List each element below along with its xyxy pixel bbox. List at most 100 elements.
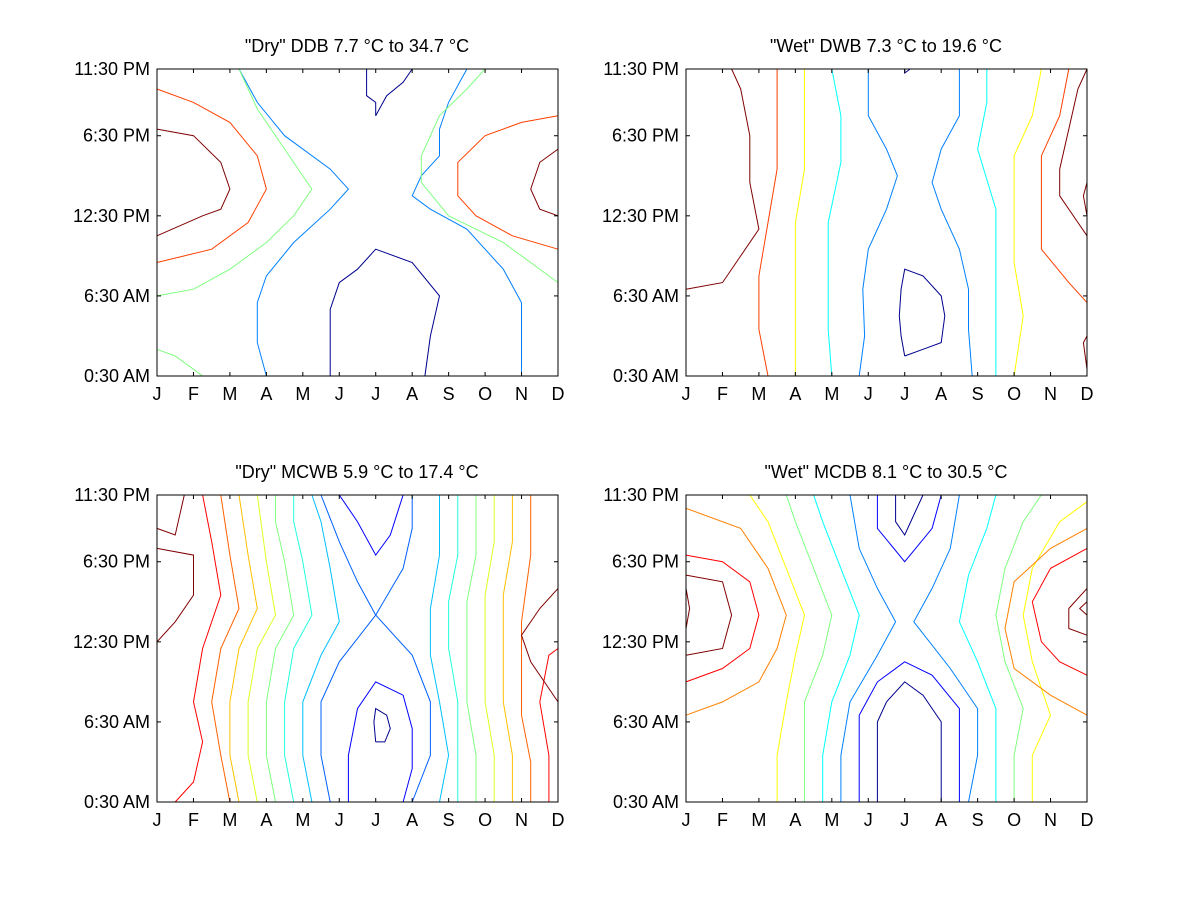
- y-tick-label: 6:30 PM: [612, 126, 679, 146]
- contour-line: [411, 68, 522, 376]
- contour-line: [520, 588, 559, 703]
- x-tick-label: S: [443, 384, 455, 404]
- contour-line: [813, 494, 860, 802]
- x-tick-label: M: [295, 384, 310, 404]
- contour-line: [373, 707, 391, 743]
- contour-line: [913, 494, 979, 803]
- contour-line: [156, 88, 267, 263]
- x-tick-label: D: [552, 810, 565, 830]
- subplot-wet-mcdb-title: "Wet" MCDB 8.1 °C to 30.5 °C: [765, 462, 1008, 482]
- contour-line: [1004, 527, 1088, 716]
- contour-line: [827, 68, 842, 377]
- contour-line: [785, 494, 833, 802]
- y-tick-label: 6:30 AM: [613, 286, 679, 306]
- x-tick-label: M: [222, 810, 237, 830]
- x-tick-label: O: [478, 384, 492, 404]
- contour-line: [1078, 601, 1088, 616]
- contour-line: [347, 681, 413, 803]
- contour-line: [420, 68, 559, 284]
- contour-line: [156, 68, 313, 297]
- contour-line: [1082, 182, 1088, 216]
- contour-line: [320, 494, 377, 803]
- contour-line: [995, 494, 1042, 802]
- x-tick-label: N: [515, 384, 528, 404]
- x-tick-label: J: [682, 384, 691, 404]
- y-tick-label: 6:30 AM: [84, 712, 150, 732]
- contour-line: [794, 69, 805, 376]
- contour-line: [302, 494, 340, 803]
- contour-line: [931, 69, 973, 377]
- contour-line: [284, 495, 313, 803]
- contour-line: [156, 547, 194, 643]
- x-tick-label: N: [1044, 384, 1057, 404]
- y-tick-label: 12:30 PM: [73, 206, 150, 226]
- contour-line: [876, 681, 942, 802]
- contour-line: [876, 494, 942, 563]
- subplot-wet-dwb-contours: [685, 68, 1088, 377]
- subplot-wet-mcdb-contours: [685, 494, 1088, 803]
- x-tick-label: M: [751, 810, 766, 830]
- subplot-wet-mcdb: "Wet" MCDB 8.1 °C to 30.5 °C J F M A M J J A S O N…: [602, 462, 1094, 830]
- x-tick-label: M: [824, 384, 839, 404]
- contour-line: [1031, 547, 1088, 676]
- contour-line: [366, 68, 413, 116]
- subplot-wet-mcdb-axes-box: [685, 494, 1088, 803]
- contour-line: [749, 494, 806, 802]
- y-tick-label: 0:30 AM: [84, 366, 150, 386]
- x-tick-label: O: [1007, 810, 1021, 830]
- contour-line: [521, 495, 532, 802]
- x-tick-label: A: [935, 810, 947, 830]
- subplot-wet-dwb-axes-box: [685, 68, 1088, 377]
- y-tick-label: 11:30 PM: [74, 59, 150, 79]
- contour-line: [247, 494, 277, 803]
- x-tick-label: M: [751, 384, 766, 404]
- contour-line: [685, 68, 760, 290]
- x-tick-label: A: [789, 384, 801, 404]
- x-tick-label: M: [824, 810, 839, 830]
- contour-line: [484, 495, 495, 802]
- x-tick-label: F: [188, 384, 199, 404]
- x-tick-label: O: [478, 810, 492, 830]
- contour-line: [229, 494, 258, 803]
- contour-line: [685, 554, 760, 683]
- y-tick-label: 6:30 AM: [84, 286, 150, 306]
- contour-line: [466, 495, 477, 802]
- y-tick-label: 12:30 PM: [602, 632, 679, 652]
- contour-line: [977, 69, 997, 376]
- x-tick-label: N: [1044, 810, 1057, 830]
- contour-line: [174, 494, 222, 803]
- subplot-dry-mcwb-contours: [156, 494, 559, 803]
- x-tick-label: J: [864, 810, 873, 830]
- y-tick-label: 0:30 AM: [613, 792, 679, 812]
- subplot-dry-mcwb-axes-box: [156, 494, 559, 803]
- x-tick-label: M: [222, 384, 237, 404]
- contour-line: [429, 495, 450, 803]
- contour-line: [238, 68, 350, 377]
- contour-line: [1082, 335, 1088, 370]
- contour-line: [858, 69, 898, 377]
- x-tick-label: J: [864, 384, 873, 404]
- contour-line: [329, 248, 441, 377]
- contour-line: [156, 128, 231, 237]
- y-tick-label: 0:30 AM: [613, 366, 679, 386]
- x-tick-label: F: [717, 384, 728, 404]
- x-tick-label: A: [406, 810, 418, 830]
- contour-line: [457, 115, 559, 250]
- contour-line: [685, 588, 691, 629]
- contour-line: [758, 69, 778, 377]
- contour-line: [1013, 68, 1042, 377]
- contour-line: [958, 494, 997, 802]
- y-tick-label: 6:30 PM: [83, 126, 150, 146]
- contour-line: [156, 348, 203, 377]
- contour-line: [375, 495, 431, 803]
- y-tick-label: 11:30 PM: [74, 485, 150, 505]
- subplot-wet-dwb: "Wet" DWB 7.3 °C to 19.6 °C J F M A M J J A S O N D…: [602, 36, 1094, 404]
- x-tick-label: A: [406, 384, 418, 404]
- x-tick-label: J: [153, 384, 162, 404]
- contour-line: [338, 494, 404, 557]
- contour-line: [530, 148, 559, 217]
- y-tick-label: 6:30 PM: [83, 552, 150, 572]
